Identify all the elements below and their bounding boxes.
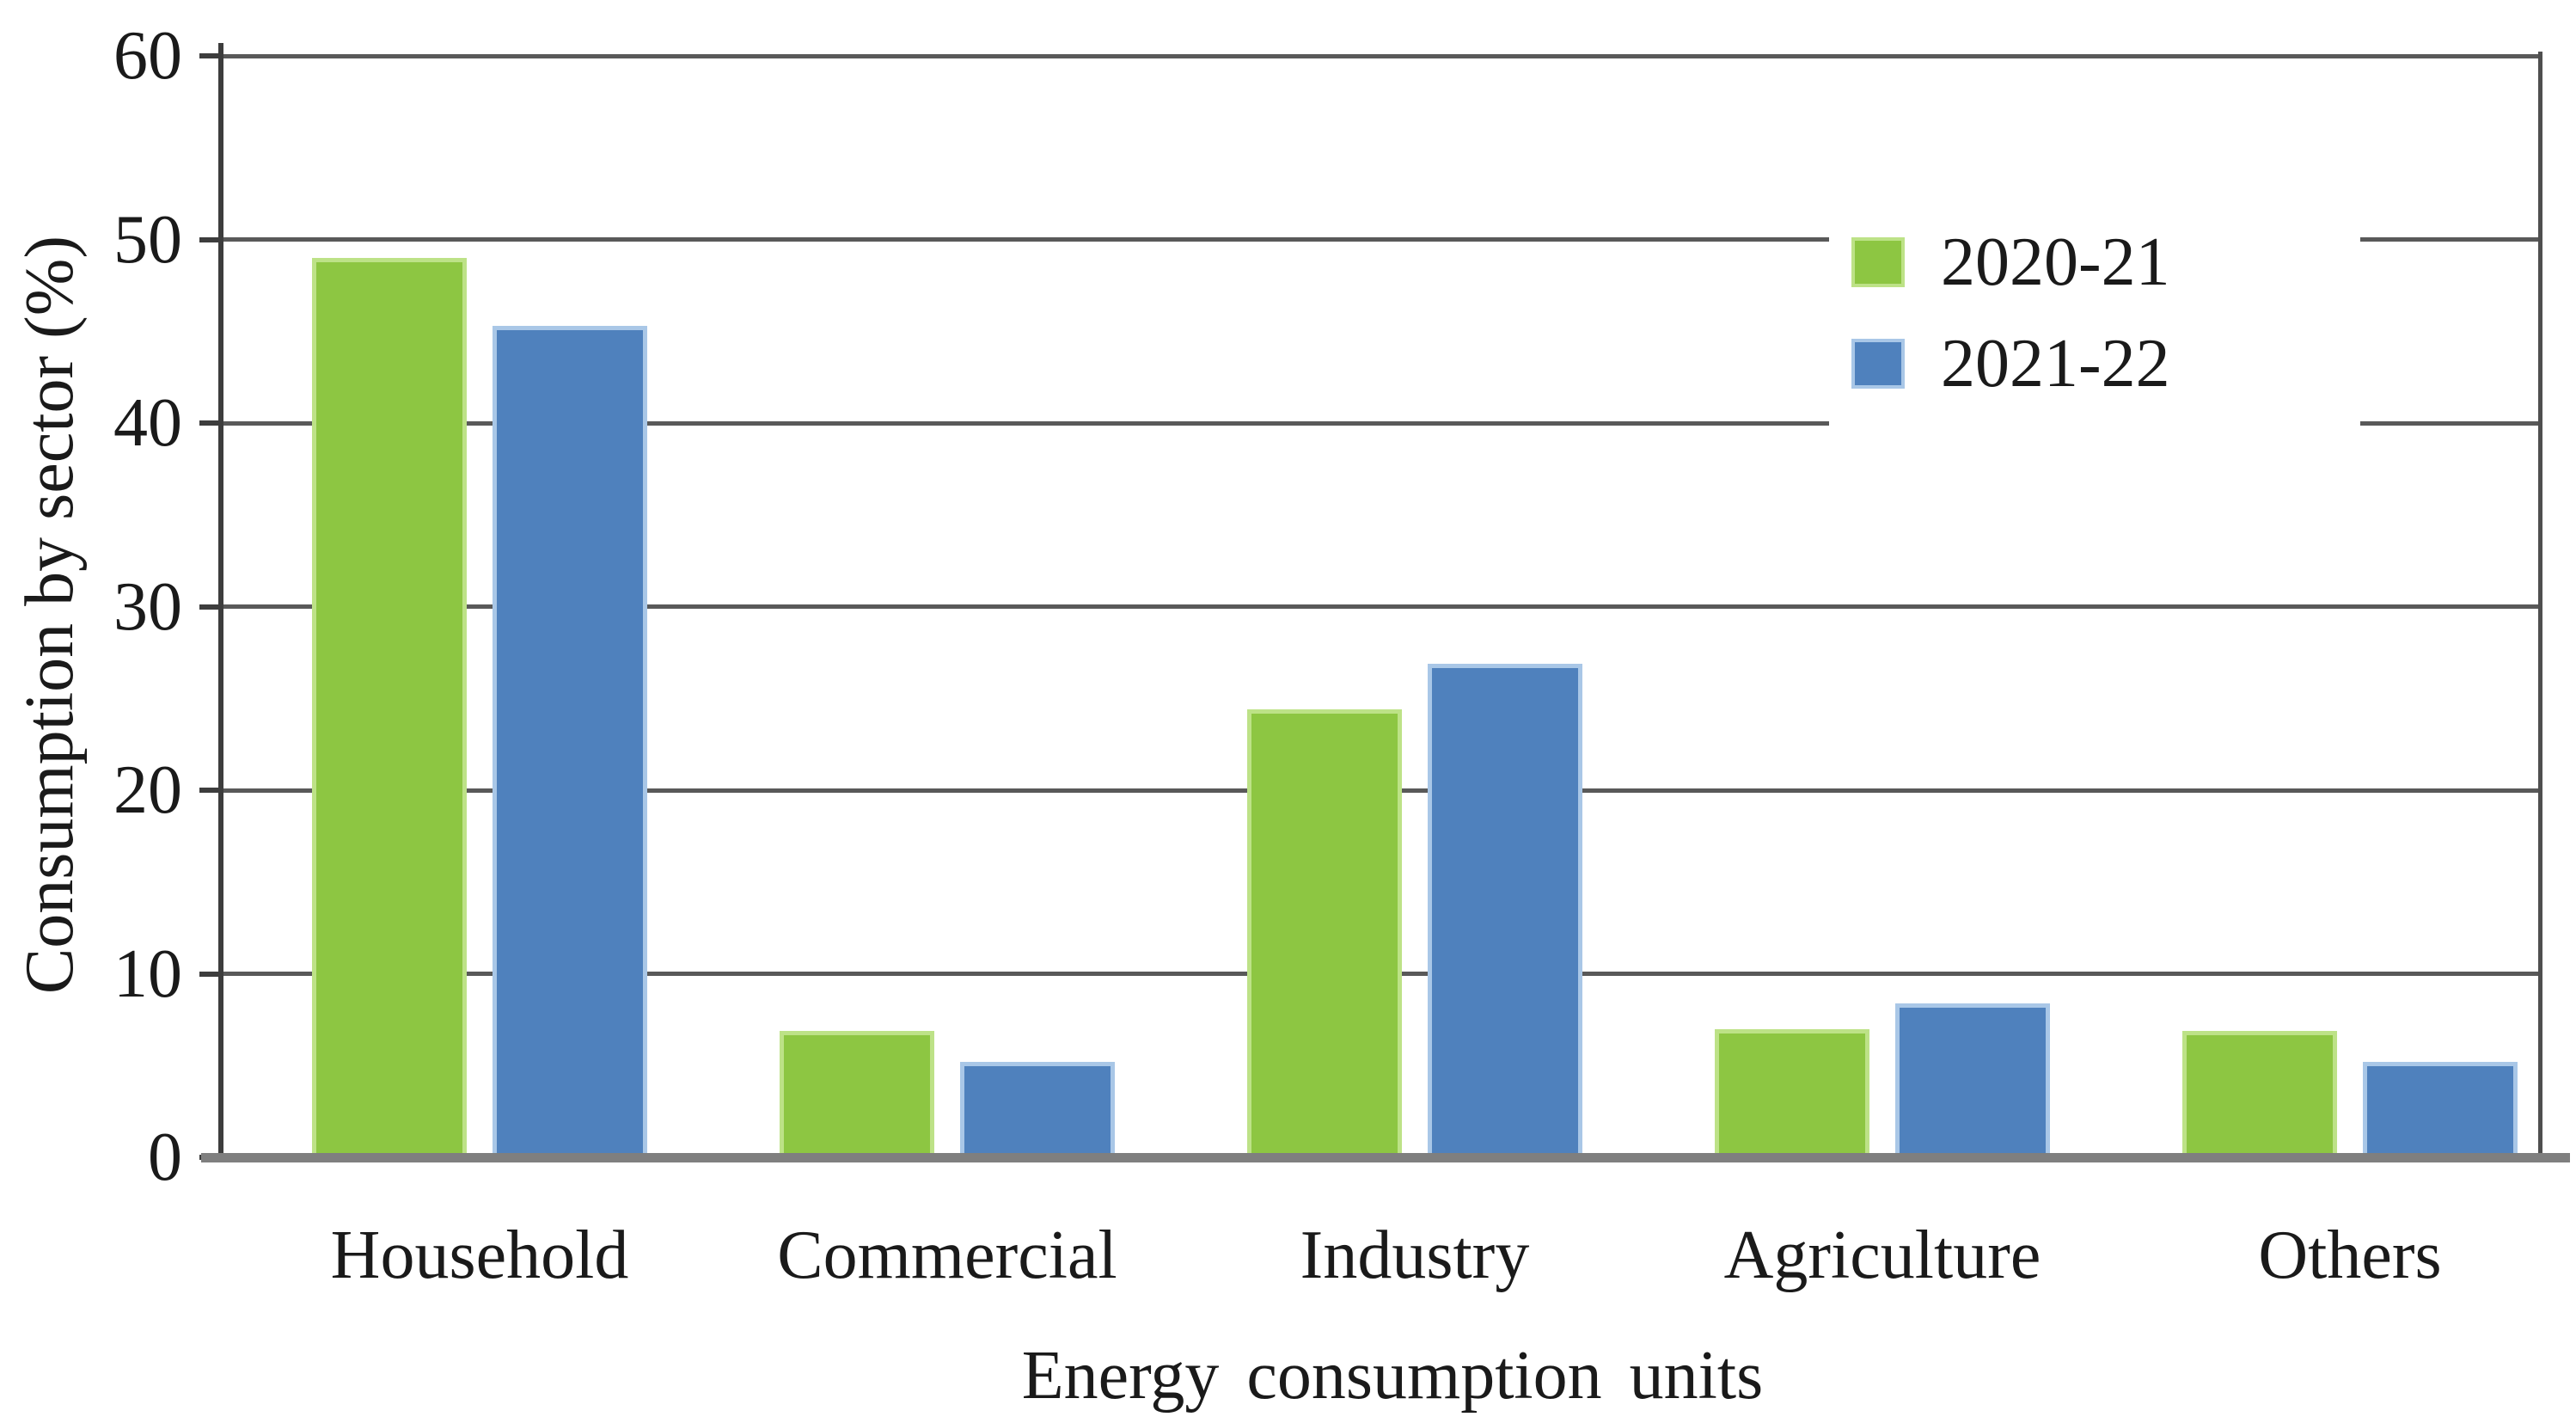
- legend-label-series-1: 2021-22: [1941, 326, 2170, 402]
- y-tick-60: [199, 53, 223, 58]
- gridline-30: [222, 604, 2542, 609]
- gridline-60: [222, 53, 2542, 58]
- legend-label-series-0: 2020-21: [1941, 224, 2170, 300]
- y-tick-label-30: 30: [113, 568, 182, 645]
- legend-entry-series-1: 2021-22: [1851, 324, 2170, 403]
- bar-household-2020-21: [312, 257, 467, 1157]
- y-tick-40: [199, 420, 223, 426]
- bar-commercial-2021-22: [960, 1061, 1115, 1157]
- bar-agriculture-2020-21: [1715, 1028, 1869, 1157]
- bar-industry-2021-22: [1428, 663, 1582, 1157]
- gridline-50: [222, 237, 2542, 242]
- y-tick-30: [199, 604, 223, 610]
- y-tick-label-0: 0: [148, 1119, 182, 1195]
- plot-right-border: [2538, 52, 2542, 1162]
- gridline-40: [222, 420, 2542, 426]
- x-category-label-others: Others: [2258, 1218, 2442, 1293]
- y-tick-label-40: 40: [113, 385, 182, 461]
- bar-household-2021-22: [493, 325, 647, 1157]
- x-category-label-industry: Industry: [1300, 1218, 1530, 1293]
- y-tick-10: [199, 971, 223, 977]
- bar-industry-2020-21: [1247, 709, 1402, 1157]
- y-tick-label-50: 50: [113, 201, 182, 278]
- y-tick-20: [199, 788, 223, 793]
- x-category-label-agriculture: Agriculture: [1723, 1218, 2041, 1293]
- x-axis-line: [201, 1153, 2570, 1162]
- bar-commercial-2020-21: [780, 1030, 934, 1157]
- bar-others-2021-22: [2363, 1061, 2518, 1157]
- chart-legend: 2020-21 2021-22: [1829, 200, 2360, 426]
- y-axis-line: [218, 43, 223, 1162]
- y-tick-50: [199, 236, 223, 242]
- legend-swatch-series-0: [1851, 237, 1905, 287]
- x-category-label-commercial: Commercial: [777, 1218, 1117, 1293]
- bar-others-2020-21: [2182, 1030, 2337, 1157]
- x-axis-title: Energy consumption units: [1021, 1338, 1764, 1414]
- y-tick-label-10: 10: [113, 935, 182, 1012]
- legend-entry-series-0: 2020-21: [1851, 223, 2170, 302]
- x-category-label-household: Household: [330, 1218, 629, 1293]
- legend-swatch-series-1: [1851, 339, 1905, 389]
- y-tick-label-20: 20: [113, 752, 182, 828]
- bar-agriculture-2021-22: [1895, 1003, 2050, 1157]
- y-tick-label-60: 60: [113, 18, 182, 94]
